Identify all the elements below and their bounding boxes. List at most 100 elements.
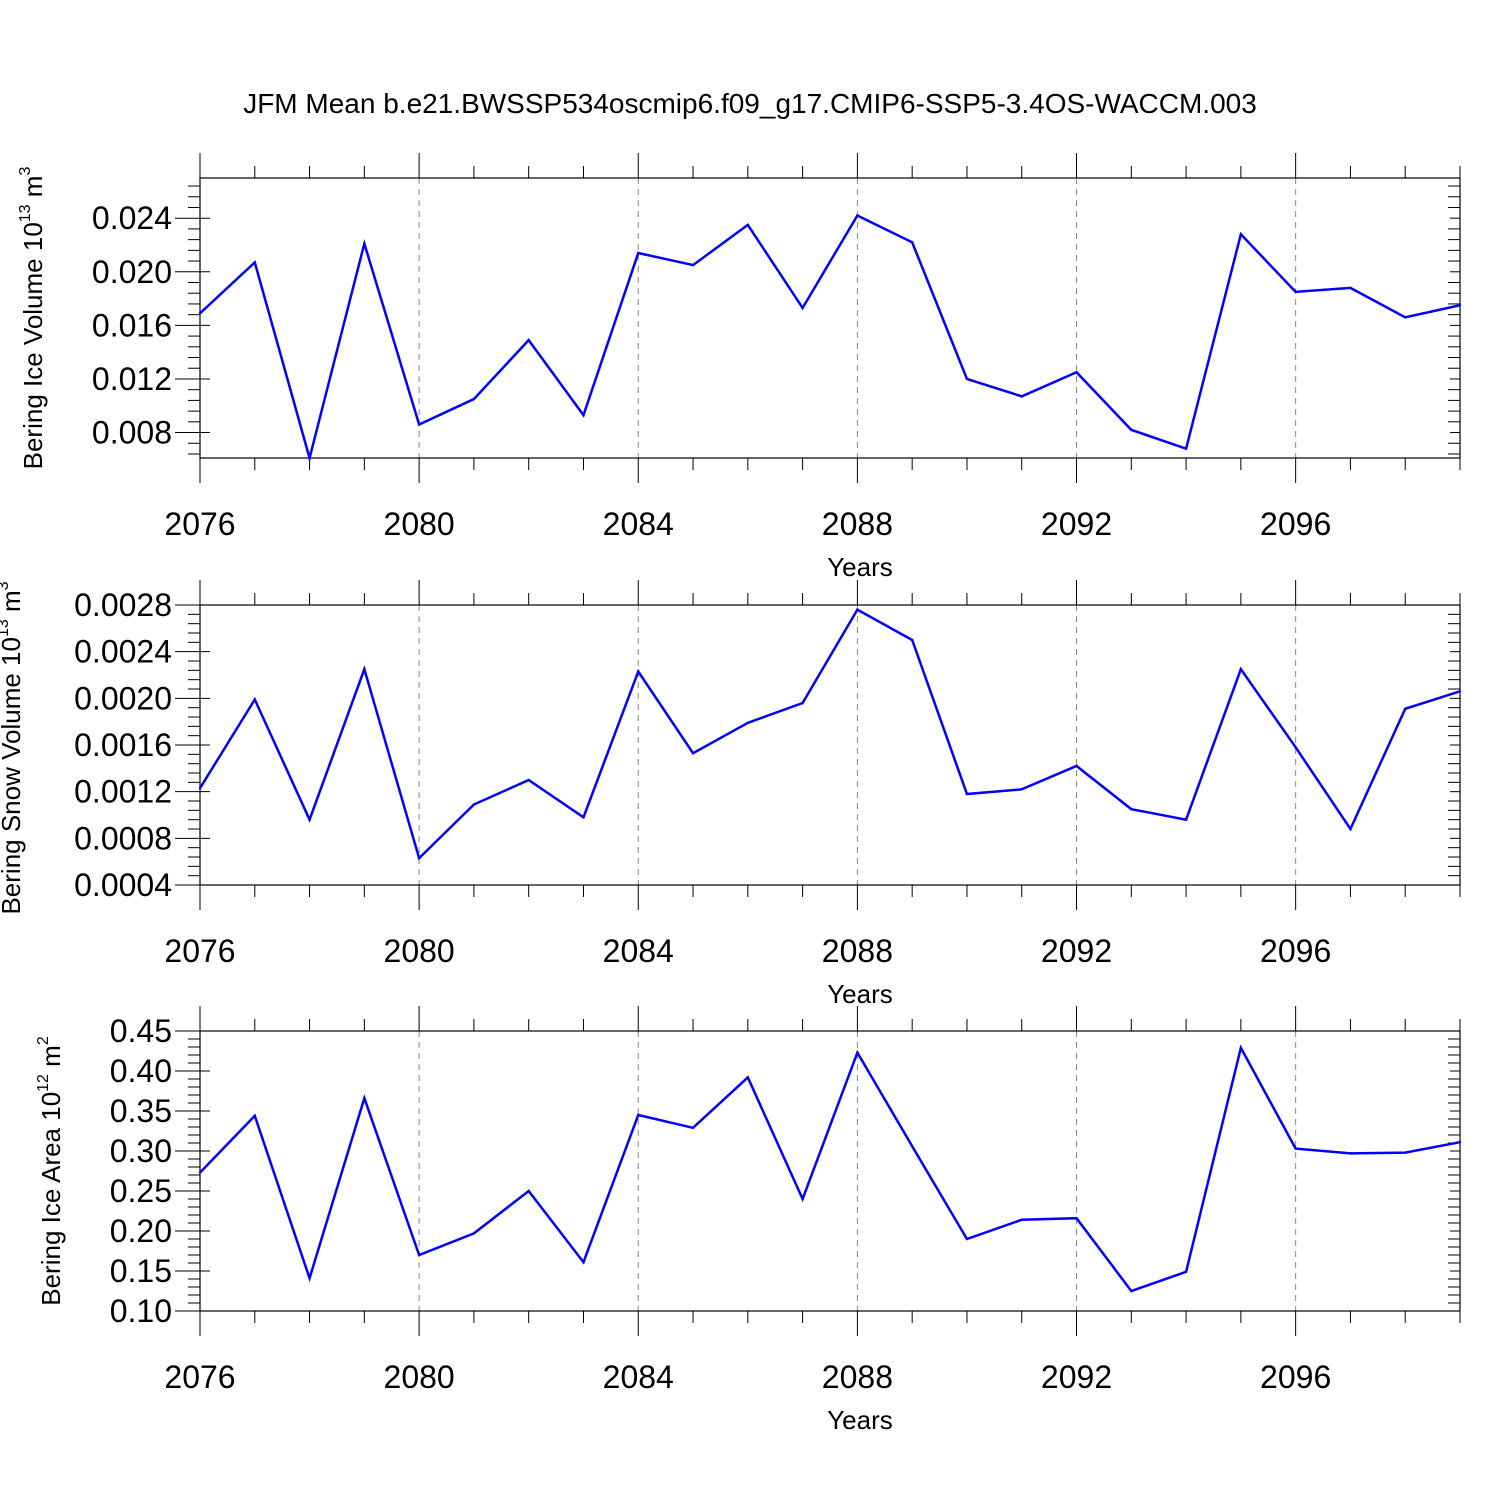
data-point [1130, 807, 1133, 811]
series-line [199, 213, 1461, 463]
data-point [1239, 233, 1243, 236]
series-line [198, 607, 1461, 861]
y-tick-label: 0.25 [110, 1173, 172, 1209]
data-point [472, 803, 476, 806]
data-point [965, 792, 969, 796]
panel-ice-area: 2076 2080 2084 2088 2092 2096 0.10 0.15 0.20 0.25… [35, 1006, 1462, 1435]
y-tick-label: 0.0020 [74, 680, 172, 716]
data-point [1130, 1289, 1133, 1293]
panel-snow-volume: 2076 2080 2084 2088 2092 2096 0.0004 0.0008 0.00… [0, 580, 1462, 1009]
y-axis-label-unit-exponent: 2 [35, 1036, 52, 1045]
data-point [527, 778, 530, 782]
x-tick-label: 2076 [164, 933, 235, 969]
data-point [472, 397, 476, 401]
y-tick-label: 0.10 [110, 1293, 172, 1329]
data-point [308, 818, 311, 821]
data-point [363, 667, 366, 671]
data-point [308, 456, 311, 460]
data-point [1458, 1141, 1462, 1144]
data-point [198, 1171, 202, 1174]
data-point [527, 1189, 530, 1193]
y-axis-label-prefix: Bering Snow Volume 10 [0, 637, 26, 915]
y-axis-label-unit-exponent: 3 [0, 581, 12, 590]
data-point [308, 1277, 311, 1280]
x-tick-label: 2084 [603, 933, 674, 969]
x-tick-label: 2084 [603, 1359, 674, 1395]
y-axis-label-unit: m [0, 590, 26, 619]
data-point [1349, 286, 1352, 290]
data-point [691, 751, 695, 755]
data-point [253, 698, 256, 701]
y-tick-label: 0.30 [110, 1133, 172, 1169]
data-point [417, 1253, 421, 1257]
x-tick-label: 2096 [1260, 506, 1331, 542]
series-line [199, 1044, 1461, 1293]
data-point [637, 1113, 640, 1117]
y-tick-label: 0.40 [110, 1053, 172, 1089]
data-point [582, 1261, 585, 1264]
y-axis-label: Bering Ice Volume 1013 m3 [17, 167, 48, 470]
data-point [746, 1076, 750, 1079]
y-tick-label: 0.008 [92, 415, 172, 451]
data-point [417, 423, 421, 426]
data-point [801, 1197, 804, 1201]
data-point [1075, 764, 1078, 768]
y-tick-label: 0.0012 [74, 774, 172, 810]
data-point [856, 608, 859, 611]
y-axis-label-prefix: Bering Ice Area 10 [36, 1092, 66, 1306]
x-tick-label: 2088 [822, 1359, 893, 1395]
y-tick-label: 0.020 [92, 254, 172, 290]
y-tick-label: 0.35 [110, 1093, 172, 1129]
data-point [253, 261, 256, 264]
y-tick-label: 0.15 [110, 1253, 172, 1289]
data-point [856, 1051, 859, 1054]
x-tick-label: 2080 [384, 506, 455, 542]
data-point [637, 670, 640, 673]
data-point [1458, 690, 1462, 693]
x-tick-label: 2076 [164, 1359, 235, 1395]
data-point [801, 701, 804, 705]
y-tick-label: 0.45 [110, 1013, 172, 1049]
x-tick-label: 2084 [603, 506, 674, 542]
y-tick-label: 0.20 [110, 1213, 172, 1249]
data-point [363, 1097, 366, 1100]
x-tick-label: 2088 [822, 506, 893, 542]
data-point [910, 241, 914, 244]
data-point [1020, 1218, 1023, 1222]
data-point [746, 223, 750, 227]
y-axis-label-exponent: 13 [17, 204, 34, 222]
data-point [637, 251, 640, 255]
data-point [691, 1126, 695, 1130]
y-axis-label-unit: m [18, 176, 48, 205]
y-axis-label: Bering Snow Volume 1013 m3 [0, 581, 26, 914]
data-point [1294, 746, 1297, 749]
data-point [910, 1145, 914, 1148]
y-axis-label-prefix: Bering Ice Volume 10 [18, 222, 48, 469]
data-point [1404, 707, 1407, 711]
data-point [1075, 371, 1078, 374]
data-point [1404, 316, 1407, 319]
data-point [965, 377, 969, 381]
data-point [1239, 1046, 1243, 1050]
x-tick-label: 2088 [822, 933, 893, 969]
data-point [582, 413, 585, 417]
y-axis-label: Bering Ice Area 1012 m2 [35, 1036, 66, 1306]
data-point [1458, 304, 1462, 307]
x-axis-label: Years [827, 979, 893, 1009]
y-tick-label: 0.016 [92, 307, 172, 343]
data-point [1184, 1270, 1188, 1274]
data-point [965, 1237, 969, 1241]
data-point [1130, 428, 1133, 432]
data-point [1349, 827, 1352, 831]
data-point [1184, 447, 1188, 450]
data-point [1020, 395, 1023, 398]
x-axis-label: Years [827, 1405, 893, 1435]
x-tick-label: 2080 [384, 1359, 455, 1395]
plot-frame [199, 604, 1461, 886]
data-point [1294, 290, 1297, 294]
x-tick-label: 2076 [164, 506, 235, 542]
data-point [1075, 1217, 1078, 1220]
data-point [417, 856, 421, 860]
data-point [198, 786, 202, 790]
